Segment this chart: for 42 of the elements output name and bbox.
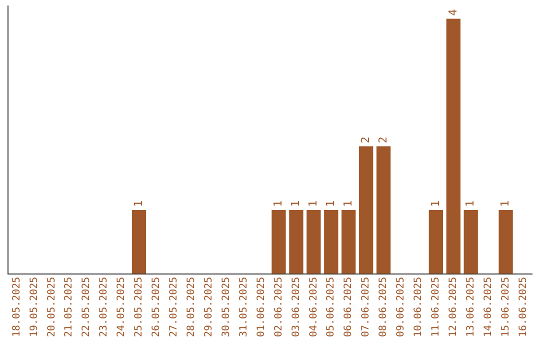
data-label: 1 xyxy=(498,200,512,208)
x-tick-label: 13.06.2025 xyxy=(465,276,476,338)
x-tick-label: 21.05.2025 xyxy=(64,276,75,338)
data-label: 1 xyxy=(306,200,320,208)
x-tick-label: 09.06.2025 xyxy=(396,276,407,338)
x-tick-label: 11.06.2025 xyxy=(430,276,442,338)
x-tick-label: 08.06.2025 xyxy=(378,276,390,338)
data-label: 1 xyxy=(341,200,354,208)
x-tick-label: 18.05.2025 xyxy=(11,276,22,338)
x-tick-label: 05.06.2025 xyxy=(326,276,337,338)
data-label: 1 xyxy=(464,200,477,208)
x-tick-label: 14.06.2025 xyxy=(482,276,494,338)
x-tick-label: 22.05.2025 xyxy=(81,276,92,338)
x-tick-label: 10.06.2025 xyxy=(413,276,424,338)
x-tick-label: 31.05.2025 xyxy=(238,276,250,338)
data-label: 1 xyxy=(324,200,337,208)
x-tick-label: 19.05.2025 xyxy=(28,276,40,338)
x-tick-label: 20.05.2025 xyxy=(46,276,58,338)
x-tick-label: 15.06.2025 xyxy=(500,276,512,338)
x-tick-label: 25.05.2025 xyxy=(134,276,145,338)
x-tick-label: 12.06.2025 xyxy=(448,276,459,338)
x-tick-label: 30.05.2025 xyxy=(220,276,232,338)
data-label: 1 xyxy=(428,200,442,208)
x-tick-label: 04.06.2025 xyxy=(308,276,320,338)
x-tick-label: 29.05.2025 xyxy=(203,276,214,338)
x-tick-label: 26.05.2025 xyxy=(151,276,162,338)
x-tick-label: 02.06.2025 xyxy=(273,276,284,338)
data-label: 1 xyxy=(132,200,145,208)
x-tick-label: 24.05.2025 xyxy=(116,276,128,338)
data-label: 2 xyxy=(358,136,372,144)
x-tick-label: 16.06.2025 xyxy=(518,276,529,338)
x-tick-label: 01.06.2025 xyxy=(256,276,267,338)
x-tick-label: 03.06.2025 xyxy=(290,276,302,338)
x-tick-label: 27.05.2025 xyxy=(168,276,180,338)
data-label: 2 xyxy=(376,136,390,144)
data-label: 4 xyxy=(446,8,460,16)
x-tick-label: 28.05.2025 xyxy=(186,276,197,338)
x-tick-label: 06.06.2025 xyxy=(343,276,354,338)
data-label: 1 xyxy=(272,200,285,208)
x-tick-label: 07.06.2025 xyxy=(360,276,372,338)
x-tick-label: 23.05.2025 xyxy=(98,276,110,338)
data-label: 1 xyxy=(289,200,302,208)
